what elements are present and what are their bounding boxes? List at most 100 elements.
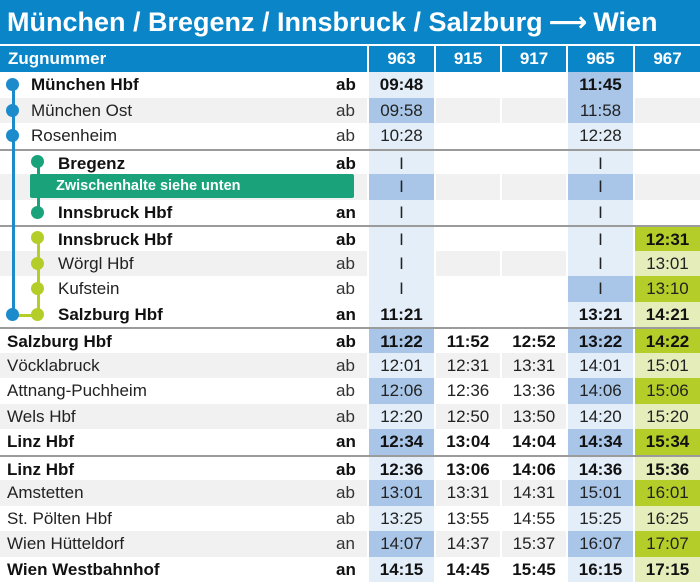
time-cell: 16:01 bbox=[633, 480, 700, 506]
time-cell: 10:28 bbox=[367, 123, 434, 149]
station-name: Salzburg Hbf bbox=[7, 329, 112, 354]
arrival-departure-marker: ab bbox=[336, 72, 356, 97]
station-name: Rosenheim bbox=[31, 123, 117, 148]
time-cell: I bbox=[566, 227, 633, 251]
arrow-icon: ⟶ bbox=[549, 0, 588, 44]
time-cell: 11:58 bbox=[566, 98, 633, 124]
time-cell: I bbox=[367, 174, 434, 200]
time-cell bbox=[633, 200, 700, 226]
time-cell: 15:34 bbox=[633, 429, 700, 455]
time-cell bbox=[500, 227, 566, 251]
time-cell bbox=[633, 174, 700, 200]
time-cell bbox=[434, 174, 500, 200]
time-cell: 11:52 bbox=[434, 329, 500, 353]
time-cell: 13:22 bbox=[566, 329, 633, 353]
train-number-917: 917 bbox=[500, 46, 566, 72]
time-cell: 11:45 bbox=[566, 72, 633, 98]
station-name: Innsbruck Hbf bbox=[58, 200, 172, 225]
time-cell: 17:07 bbox=[633, 531, 700, 557]
time-cell bbox=[633, 123, 700, 149]
route-line-innsbruck bbox=[37, 237, 40, 314]
time-cell: 14:36 bbox=[566, 457, 633, 481]
time-cell: 14:06 bbox=[500, 457, 566, 481]
arrival-departure-marker: ab bbox=[336, 404, 355, 429]
time-cell: 14:37 bbox=[434, 531, 500, 557]
time-cell: 14:20 bbox=[566, 404, 633, 430]
time-cell: 14:22 bbox=[633, 329, 700, 353]
time-cell: 12:50 bbox=[434, 404, 500, 430]
time-cell: 13:50 bbox=[500, 404, 566, 430]
arrival-departure-marker: an bbox=[336, 429, 356, 454]
train-number-915: 915 bbox=[434, 46, 500, 72]
route-stop-dot bbox=[6, 78, 19, 91]
time-cell: 12:06 bbox=[367, 378, 434, 404]
station-name: Wörgl Hbf bbox=[58, 251, 134, 276]
time-cell: 14:31 bbox=[500, 480, 566, 506]
arrival-departure-marker: ab bbox=[336, 329, 356, 354]
time-cell: 14:21 bbox=[633, 302, 700, 328]
station-name: Attnang-Puchheim bbox=[7, 378, 147, 403]
time-cell bbox=[500, 151, 566, 175]
station-name: Vöcklabruck bbox=[7, 353, 100, 378]
time-cell: 15:25 bbox=[566, 506, 633, 532]
time-cell: 14:55 bbox=[500, 506, 566, 532]
time-cell bbox=[500, 123, 566, 149]
title-route: München / Bregenz / Innsbruck / Salzburg bbox=[7, 7, 543, 37]
route-line-munich bbox=[12, 82, 15, 314]
train-number-label: Zugnummer bbox=[8, 46, 106, 72]
train-number-965: 965 bbox=[566, 46, 633, 72]
station-name: Bregenz bbox=[58, 151, 125, 176]
time-cell bbox=[500, 251, 566, 277]
title-destination: Wien bbox=[593, 7, 657, 37]
arrival-departure-marker: ab bbox=[336, 251, 355, 276]
route-stop-dot bbox=[6, 308, 19, 321]
time-cell bbox=[434, 151, 500, 175]
time-cell: I bbox=[566, 276, 633, 302]
time-cell: 13:55 bbox=[434, 506, 500, 532]
time-cell: 16:15 bbox=[566, 557, 633, 582]
time-cell bbox=[434, 302, 500, 328]
time-cell: 13:36 bbox=[500, 378, 566, 404]
time-cell bbox=[500, 174, 566, 200]
station-name: St. Pölten Hbf bbox=[7, 506, 112, 531]
arrival-departure-marker: an bbox=[336, 557, 356, 582]
time-cell: 15:01 bbox=[633, 353, 700, 379]
header-row: Zugnummer 963 915 917 965 967 bbox=[0, 46, 700, 72]
arrival-departure-marker: ab bbox=[336, 506, 355, 531]
route-stop-dot bbox=[31, 155, 44, 168]
station-name: Amstetten bbox=[7, 480, 84, 505]
time-cell: 16:07 bbox=[566, 531, 633, 557]
time-cell: 13:31 bbox=[434, 480, 500, 506]
time-cell: 13:06 bbox=[434, 457, 500, 481]
time-cell: I bbox=[566, 151, 633, 175]
time-cell bbox=[434, 276, 500, 302]
arrival-departure-marker: an bbox=[336, 200, 356, 225]
intermediate-stops-note: Zwischenhalte siehe unten bbox=[30, 174, 354, 198]
time-cell: 12:20 bbox=[367, 404, 434, 430]
time-cell: I bbox=[566, 174, 633, 200]
time-cell: 14:45 bbox=[434, 557, 500, 582]
time-cell bbox=[434, 227, 500, 251]
time-cell bbox=[434, 251, 500, 277]
arrival-departure-marker: an bbox=[336, 531, 355, 556]
time-cell: 13:01 bbox=[367, 480, 434, 506]
time-cell bbox=[633, 98, 700, 124]
arrival-departure-marker: ab bbox=[336, 227, 356, 252]
time-cell: 12:31 bbox=[434, 353, 500, 379]
time-cell: 15:36 bbox=[633, 457, 700, 481]
timetable-title: München / Bregenz / Innsbruck / Salzburg… bbox=[0, 0, 700, 44]
time-cell: 13:01 bbox=[633, 251, 700, 277]
time-cell: 11:21 bbox=[367, 302, 434, 328]
station-name: Salzburg Hbf bbox=[58, 302, 163, 327]
time-cell: 12:36 bbox=[434, 378, 500, 404]
station-name: München Hbf bbox=[31, 72, 139, 97]
time-cell: 14:07 bbox=[367, 531, 434, 557]
